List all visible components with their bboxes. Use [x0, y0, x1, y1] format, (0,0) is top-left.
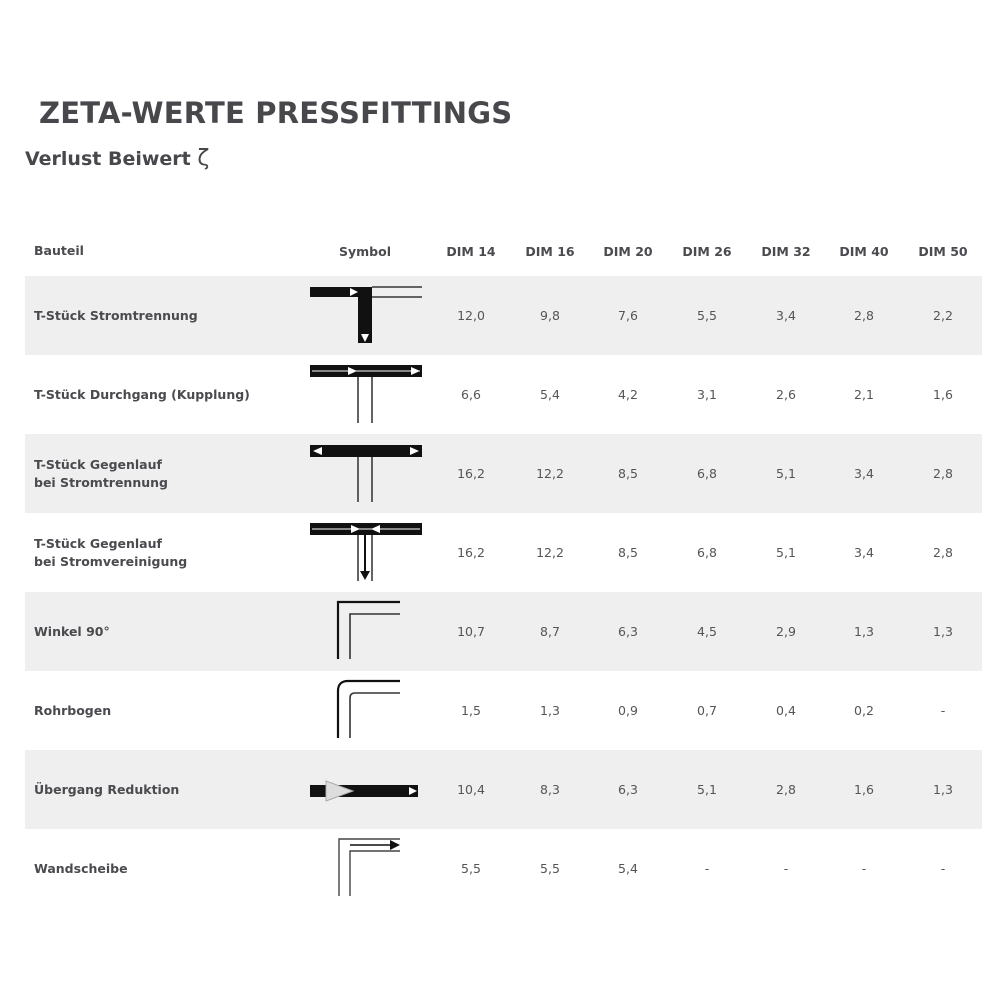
page-subtitle: Verlust Beiwert ζ: [25, 146, 209, 171]
zeta-value: 6,3: [618, 782, 638, 797]
zeta-value: 1,3: [540, 703, 560, 718]
table-header-row: Bauteil Symbol DIM 14 DIM 16 DIM 20 DIM …: [25, 226, 982, 276]
zeta-value: 2,8: [933, 545, 953, 560]
zeta-value: 16,2: [457, 466, 485, 481]
zeta-value: -: [783, 861, 789, 876]
header-bauteil: Bauteil: [34, 243, 84, 258]
pipe-bend-icon: [305, 671, 425, 750]
component-name: T-Stück Gegenlauf bei Stromvereinigung: [34, 535, 188, 569]
zeta-value: 5,1: [776, 545, 796, 560]
zeta-value: 2,8: [854, 308, 874, 323]
wall-plate-icon: [305, 829, 425, 908]
header-dim-14: DIM 14: [446, 243, 496, 259]
component-name: Winkel 90°: [34, 623, 110, 639]
zeta-value: 2,8: [776, 782, 796, 797]
zeta-value: 3,4: [776, 308, 796, 323]
zeta-value: 0,4: [776, 703, 796, 718]
component-name: T-Stück Gegenlauf bei Stromtrennung: [34, 456, 168, 490]
tee-counter-split-icon: [305, 434, 425, 513]
zeta-value: 5,5: [540, 861, 560, 876]
zeta-value: 2,1: [854, 387, 874, 402]
zeta-symbol: ζ: [197, 146, 210, 171]
zeta-value: -: [704, 861, 710, 876]
header-dim-50: DIM 50: [918, 243, 968, 259]
zeta-value: 12,2: [536, 545, 564, 560]
tee-through-icon: [305, 355, 425, 434]
zeta-value: 1,3: [933, 782, 953, 797]
table-row: T-Stück Gegenlauf bei Stromvereinigung 1…: [25, 513, 982, 592]
zeta-value: 4,5: [697, 624, 717, 639]
table-row: Winkel 90° 10,7 8,7 6,3 4,5 2,9 1,3 1,3: [25, 592, 982, 671]
zeta-value: 6,8: [697, 545, 717, 560]
zeta-value: 0,7: [697, 703, 717, 718]
zeta-value: 5,1: [697, 782, 717, 797]
zeta-value: 2,9: [776, 624, 796, 639]
zeta-value: 3,1: [697, 387, 717, 402]
zeta-value: 2,8: [933, 466, 953, 481]
zeta-value: 0,9: [618, 703, 638, 718]
zeta-value: -: [940, 861, 946, 876]
zeta-value: 1,6: [933, 387, 953, 402]
zeta-value: 10,7: [457, 624, 485, 639]
zeta-value: 3,4: [854, 466, 874, 481]
table-row: T-Stück Gegenlauf bei Stromtrennung 16,2…: [25, 434, 982, 513]
page-title: ZETA-WERTE PRESSFITTINGS: [39, 96, 513, 130]
zeta-value: 5,4: [618, 861, 638, 876]
header-dim-40: DIM 40: [839, 243, 889, 259]
header-dim-26: DIM 26: [682, 243, 732, 259]
elbow-90-icon: [305, 592, 425, 671]
zeta-value: 6,8: [697, 466, 717, 481]
zeta-value: 10,4: [457, 782, 485, 797]
header-symbol: Symbol: [339, 243, 391, 259]
zeta-value: 5,4: [540, 387, 560, 402]
component-name: T-Stück Durchgang (Kupplung): [34, 386, 250, 402]
component-name: Rohrbogen: [34, 702, 112, 718]
zeta-value: 2,6: [776, 387, 796, 402]
zeta-value: 9,8: [540, 308, 560, 323]
header-dim-16: DIM 16: [525, 243, 575, 259]
component-name: Wandscheibe: [34, 860, 128, 876]
zeta-value: 1,6: [854, 782, 874, 797]
zeta-value: 16,2: [457, 545, 485, 560]
zeta-value: 7,6: [618, 308, 638, 323]
tee-split-icon: [305, 276, 425, 355]
subtitle-text: Verlust Beiwert: [25, 148, 191, 170]
zeta-value: 6,3: [618, 624, 638, 639]
header-dim-32: DIM 32: [761, 243, 811, 259]
zeta-value: 5,1: [776, 466, 796, 481]
table-row: Übergang Reduktion 10,4 8,3 6,3 5,1 2,8 1,6 1,…: [25, 750, 982, 829]
zeta-value: 8,3: [540, 782, 560, 797]
zeta-value: 8,5: [618, 545, 638, 560]
zeta-value: 8,7: [540, 624, 560, 639]
zeta-value: 12,0: [457, 308, 485, 323]
zeta-value: 6,6: [461, 387, 481, 402]
zeta-value: 5,5: [697, 308, 717, 323]
zeta-value: -: [940, 703, 946, 718]
zeta-value: 1,5: [461, 703, 481, 718]
reducer-icon: [305, 750, 425, 829]
zeta-value: 4,2: [618, 387, 638, 402]
zeta-value: -: [861, 861, 867, 876]
zeta-value: 3,4: [854, 545, 874, 560]
header-dim-20: DIM 20: [603, 243, 653, 259]
table-row: T-Stück Stromtrennung 12,0 9,8 7,6 5,5 3,4 2,…: [25, 276, 982, 355]
zeta-value: 12,2: [536, 466, 564, 481]
zeta-value: 8,5: [618, 466, 638, 481]
component-name: Übergang Reduktion: [34, 781, 180, 797]
zeta-values-table: Bauteil Symbol DIM 14 DIM 16 DIM 20 DIM …: [25, 226, 982, 908]
zeta-value: 2,2: [933, 308, 953, 323]
zeta-value: 5,5: [461, 861, 481, 876]
table-row: Wandscheibe 5,5 5,5 5,4 - - - -: [25, 829, 982, 908]
zeta-value: 1,3: [933, 624, 953, 639]
zeta-value: 1,3: [854, 624, 874, 639]
table-row: Rohrbogen 1,5 1,3 0,9 0,7 0,4 0,2 -: [25, 671, 982, 750]
table-row: T-Stück Durchgang (Kupplung) 6,6 5,4 4,2 3,…: [25, 355, 982, 434]
zeta-value: 0,2: [854, 703, 874, 718]
component-name: T-Stück Stromtrennung: [34, 307, 198, 323]
tee-counter-merge-icon: [305, 513, 425, 592]
